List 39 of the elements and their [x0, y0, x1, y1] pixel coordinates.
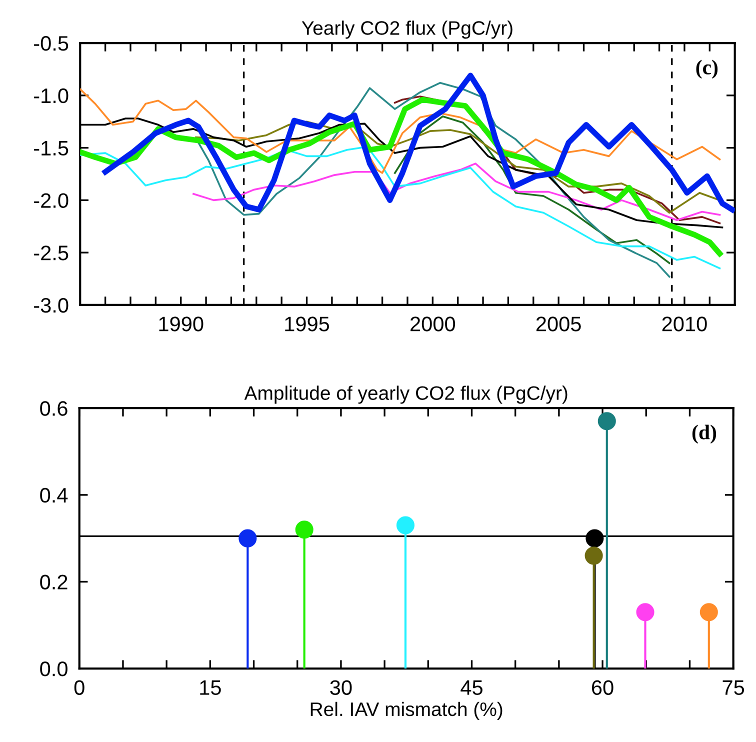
chart-title: Amplitude of yearly CO2 flux (PgC/yr): [244, 386, 568, 404]
y-tick-label: -2.0: [34, 193, 68, 208]
annotation: (d): [692, 424, 716, 444]
x-tick-label: 0: [74, 680, 84, 695]
x-tick-label: 1995: [285, 316, 330, 332]
chart-title: Yearly CO2 flux (PgC/yr): [302, 20, 512, 39]
point: [295, 520, 314, 539]
x-tick-label: 1990: [159, 316, 204, 332]
y-tick-label: -3.0: [34, 298, 68, 313]
point: [586, 529, 604, 548]
x-tick-label: 2000: [410, 316, 456, 332]
y-tick-label: -2.5: [34, 246, 68, 260]
line-series: [80, 146, 721, 270]
x-tick-label: 15: [200, 680, 221, 695]
x-tick-label: 2010: [662, 316, 707, 332]
y-tick-label: 0.6: [40, 401, 68, 416]
line-series: [394, 115, 670, 264]
y-tick-label: -1.5: [34, 141, 68, 156]
line-series: [192, 162, 721, 222]
x-tick-label: 30: [330, 680, 352, 695]
y-tick-label: -0.5: [34, 36, 68, 51]
point: [396, 516, 415, 534]
y-tick-label: 0.2: [40, 574, 68, 590]
point: [636, 603, 654, 622]
x-tick-label: 45: [460, 680, 482, 695]
y-tick-label: -1.0: [34, 88, 68, 104]
point: [598, 412, 616, 430]
point: [238, 529, 257, 548]
x-tick-label: 75: [722, 680, 744, 695]
y-tick-label: 0.4: [40, 488, 68, 503]
point: [584, 546, 603, 565]
annotation: (c): [696, 60, 718, 79]
line-series: [195, 82, 670, 278]
point: [700, 603, 718, 622]
x-tick-label: 2005: [536, 316, 581, 332]
line-series: [80, 88, 721, 174]
x-axis-title: Rel. IAV mismatch (%): [310, 702, 502, 720]
x-tick-label: 60: [592, 680, 614, 695]
y-tick-label: 0.0: [40, 662, 68, 676]
